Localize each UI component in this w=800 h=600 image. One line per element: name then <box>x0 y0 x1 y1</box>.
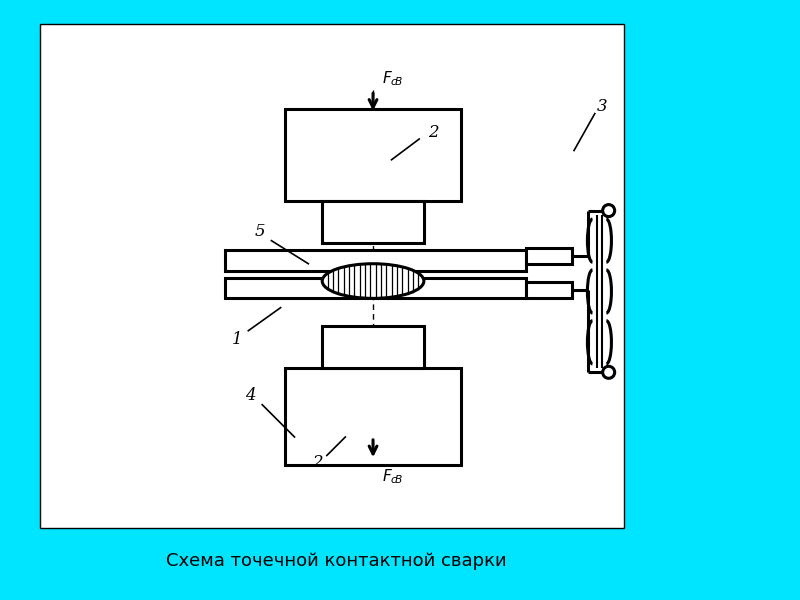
Text: Схема точечной контактной сварки: Схема точечной контактной сварки <box>166 552 506 570</box>
Bar <box>226 250 526 271</box>
Text: 1: 1 <box>231 331 242 349</box>
Text: 4: 4 <box>246 387 256 404</box>
Ellipse shape <box>322 264 424 298</box>
Text: $\mathit{F_{c\!B}}$: $\mathit{F_{c\!B}}$ <box>382 467 404 486</box>
Bar <box>526 248 572 264</box>
Bar <box>286 109 461 202</box>
Bar <box>322 326 424 368</box>
Bar <box>526 282 572 298</box>
Circle shape <box>602 366 614 379</box>
Circle shape <box>602 205 614 217</box>
Bar <box>322 202 424 243</box>
Bar <box>226 278 526 298</box>
Text: 3: 3 <box>597 98 607 115</box>
Text: $\mathit{F_{c\!B}}$: $\mathit{F_{c\!B}}$ <box>382 70 404 88</box>
Text: 2: 2 <box>428 124 438 140</box>
Text: 5: 5 <box>254 223 265 240</box>
Text: 2: 2 <box>312 454 323 471</box>
Bar <box>286 368 461 464</box>
